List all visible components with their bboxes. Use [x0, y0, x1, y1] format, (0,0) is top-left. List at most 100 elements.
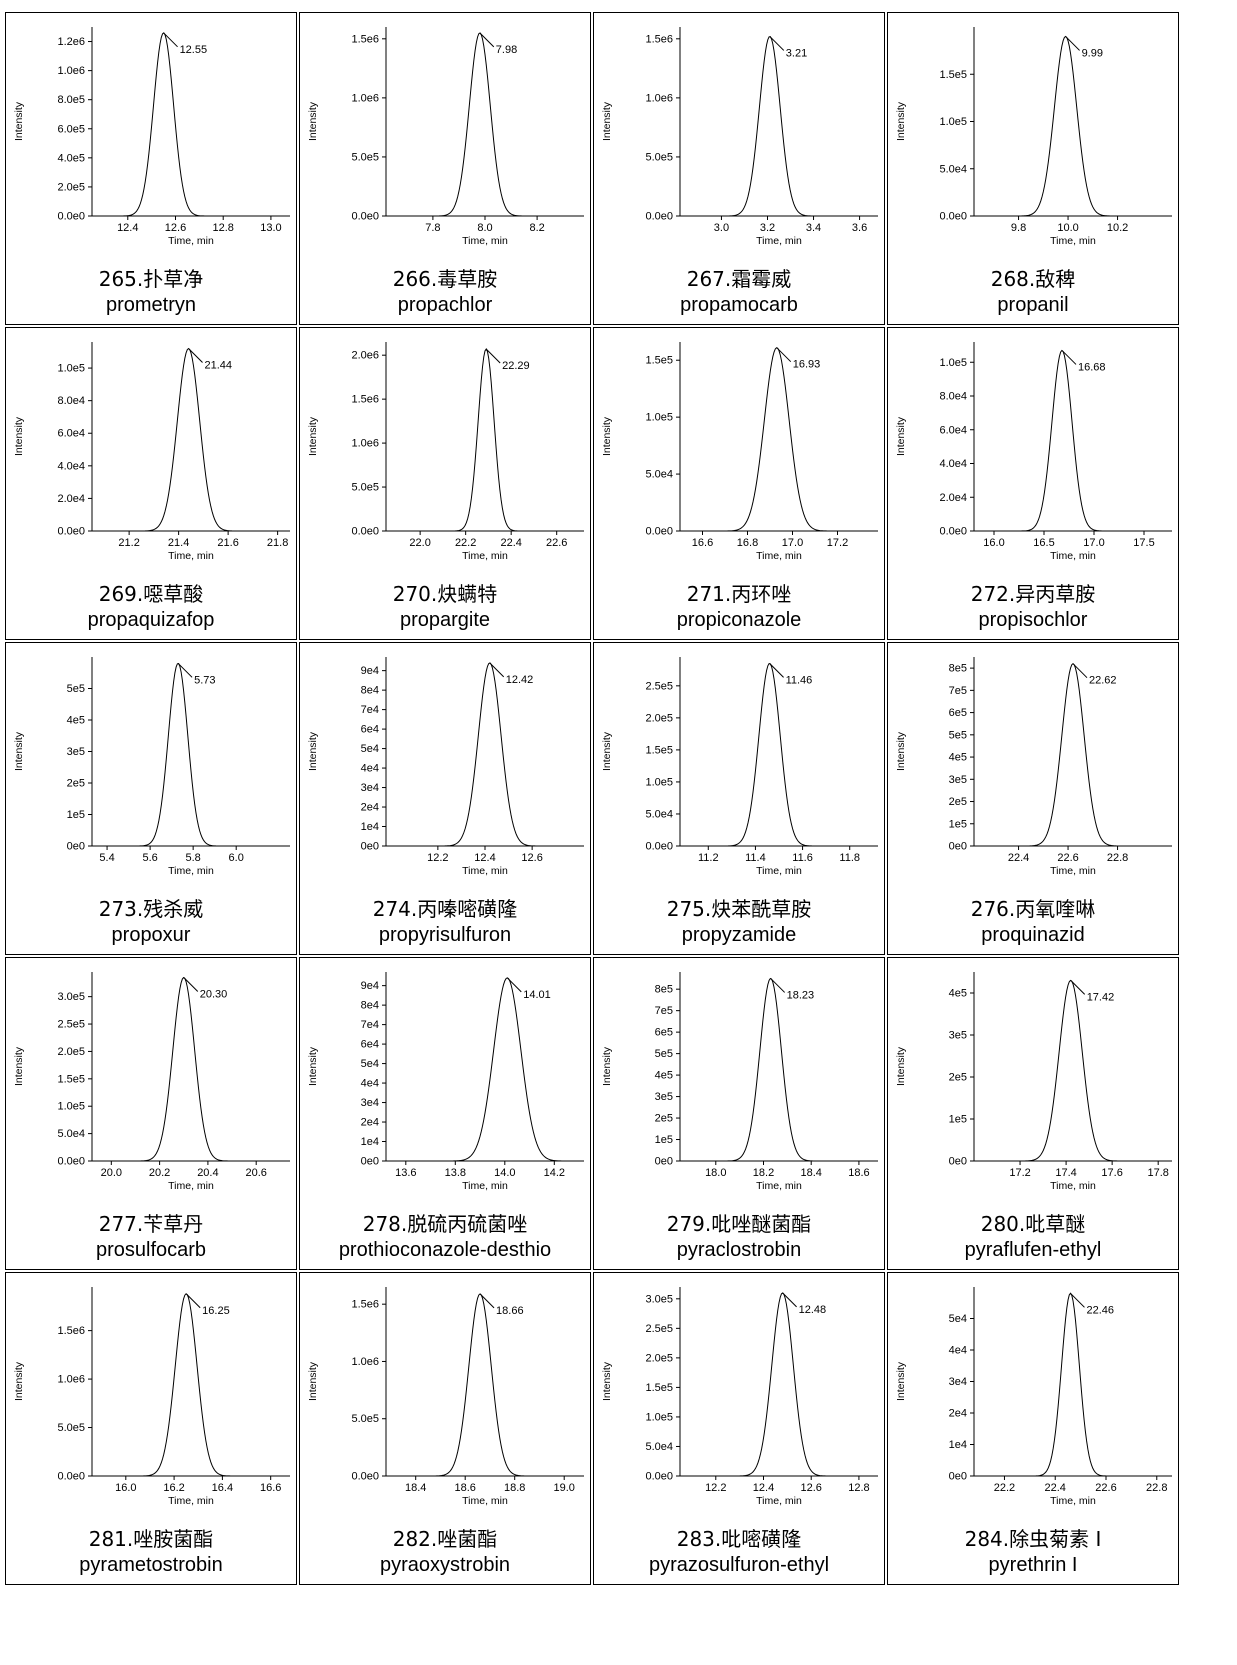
peak-trace — [92, 32, 290, 217]
peak-annotation-line — [770, 978, 786, 993]
y-tick-label: 0.0e0 — [645, 1471, 673, 1483]
chart-panel-274: 0e0 1e4 2e4 3e4 4e4 5e4 6e4 7e4 8e4 9e4 12.2 12.4 12… — [299, 642, 591, 955]
y-tick-label: 2e5 — [655, 1113, 673, 1125]
compound-name-english: pyrazosulfuron-ethyl — [648, 1554, 830, 1576]
x-tick-label: 17.2 — [1009, 1167, 1030, 1179]
x-tick-label: 22.8 — [1146, 1482, 1167, 1494]
y-tick-label: 1e5 — [949, 1114, 967, 1126]
y-tick-label: 3.0e5 — [645, 1293, 673, 1305]
y-axis-label: Intensity — [601, 731, 613, 771]
peak-trace — [680, 663, 878, 847]
y-tick-label: 0.0e0 — [645, 526, 673, 538]
y-tick-label: 1e5 — [949, 818, 967, 830]
chromatogram-plot: 0.0e0 5.0e4 1.0e5 1.5e5 2.0e5 2.5e5 11.2 11.4 11… — [601, 657, 878, 877]
x-tick-label: 3.0 — [714, 222, 729, 234]
chromatogram-plot: 0e0 1e4 2e4 3e4 4e4 5e4 22.2 22.4 22.6 22.8 Time, … — [895, 1287, 1172, 1507]
chromatogram-plot: 0.0e0 5.0e4 1.0e5 1.5e5 9.8 10.0 10.2 Time, min… — [895, 27, 1172, 247]
x-tick-label: 22.0 — [409, 537, 430, 549]
chromatogram-plot: 0.0e0 5.0e5 1.0e6 1.5e6 3.0 3.2 3.4 3.6 Time, mi… — [601, 27, 878, 247]
y-axis-label: Intensity — [13, 731, 25, 771]
peak-annotation-line — [776, 347, 792, 363]
x-tick-label: 22.2 — [455, 537, 476, 549]
y-axis-label: Intensity — [13, 416, 25, 456]
y-axis-label: Intensity — [13, 101, 25, 141]
y-tick-label: 3e5 — [949, 1030, 967, 1042]
x-tick-label: 11.8 — [839, 852, 860, 864]
chromatogram-plot: 0.0e0 5.0e5 1.0e6 1.5e6 18.4 18.6 18.8 19.0 Time… — [307, 1287, 584, 1507]
x-tick-label: 22.4 — [500, 537, 521, 549]
x-tick-label: 17.8 — [1147, 1167, 1168, 1179]
y-tick-label: 8.0e4 — [939, 391, 967, 403]
x-tick-label: 11.6 — [792, 852, 813, 864]
y-tick-label: 1.0e5 — [57, 363, 85, 375]
x-axis-label: Time, min — [168, 1495, 214, 1507]
peak-annotation-line — [769, 36, 785, 51]
y-tick-label: 1.0e5 — [939, 357, 967, 369]
y-tick-label: 0e0 — [361, 1156, 379, 1168]
x-tick-label: 22.6 — [1095, 1482, 1116, 1494]
y-tick-label: 5e5 — [949, 729, 967, 741]
x-tick-label: 13.0 — [260, 222, 281, 234]
y-tick-label: 7e4 — [361, 704, 379, 716]
y-tick-label: 5e4 — [361, 743, 379, 755]
y-axis-label: Intensity — [601, 101, 613, 141]
y-tick-label: 2e4 — [949, 1408, 967, 1420]
peak-trace — [386, 348, 584, 532]
x-axis-label: Time, min — [168, 235, 214, 247]
x-axis-label: Time, min — [462, 1180, 508, 1192]
y-tick-label: 1.0e6 — [57, 65, 85, 77]
chart-panel-281: 0.0e0 5.0e5 1.0e6 1.5e6 16.0 16.2 16.4 16.6 Time… — [5, 1272, 297, 1585]
chromatogram-plot: 0.0e0 5.0e4 1.0e5 1.5e5 2.0e5 2.5e5 3.0e5 12.2 1… — [601, 1287, 878, 1507]
y-tick-label: 5.0e4 — [645, 808, 673, 820]
y-tick-label: 5.0e4 — [645, 1441, 673, 1453]
chart-panel-268: 0.0e0 5.0e4 1.0e5 1.5e5 9.8 10.0 10.2 Time, min… — [887, 12, 1179, 325]
y-tick-label: 4.0e5 — [57, 152, 85, 164]
chart-panel-267: 0.0e0 5.0e5 1.0e6 1.5e6 3.0 3.2 3.4 3.6 Time, mi… — [593, 12, 885, 325]
x-tick-label: 22.8 — [1107, 852, 1128, 864]
x-tick-label: 17.6 — [1101, 1167, 1122, 1179]
y-tick-label: 2.0e5 — [645, 1352, 673, 1364]
x-tick-label: 3.2 — [760, 222, 775, 234]
compound-name-chinese: 265.扑草净 — [98, 267, 204, 291]
compound-name-english: pyraoxystrobin — [379, 1554, 511, 1576]
y-tick-label: 1.0e6 — [57, 1374, 85, 1386]
chart-panel-278: 0e0 1e4 2e4 3e4 4e4 5e4 6e4 7e4 8e4 9e4 13.6 13.8 14… — [299, 957, 591, 1270]
y-tick-label: 2.5e5 — [645, 680, 673, 692]
compound-name-english: pyraflufen-ethyl — [964, 1239, 1102, 1261]
y-tick-label: 5.0e4 — [57, 1128, 85, 1140]
x-axis-label: Time, min — [462, 865, 508, 877]
x-tick-label: 10.2 — [1107, 222, 1128, 234]
x-tick-label: 20.0 — [101, 1167, 122, 1179]
y-tick-label: 2.0e6 — [351, 350, 379, 362]
peak-trace — [680, 36, 878, 217]
peak-rt-label: 3.21 — [786, 47, 807, 59]
y-tick-label: 6e4 — [361, 724, 379, 736]
peak-trace — [680, 1292, 878, 1477]
peak-trace — [974, 662, 1172, 847]
x-tick-label: 12.8 — [212, 222, 233, 234]
y-tick-label: 8.0e4 — [57, 395, 85, 407]
y-tick-label: 2.0e5 — [57, 1046, 85, 1058]
y-axis-label: Intensity — [895, 416, 907, 456]
compound-name-chinese: 274.丙嗪嘧磺隆 — [372, 897, 518, 921]
peak-trace — [680, 977, 878, 1162]
compound-name-english: prosulfocarb — [95, 1239, 207, 1261]
y-tick-label: 1.2e6 — [57, 36, 85, 48]
chart-panel-279: 0e0 1e5 2e5 3e5 4e5 5e5 6e5 7e5 8e5 18.0 18.2 18.4 1… — [593, 957, 885, 1270]
y-tick-label: 2.0e4 — [57, 493, 85, 505]
y-tick-label: 5e5 — [67, 683, 85, 695]
x-tick-label: 16.0 — [983, 537, 1004, 549]
y-tick-label: 3e5 — [67, 746, 85, 758]
peak-rt-label: 12.55 — [180, 44, 208, 56]
y-tick-label: 1.5e6 — [57, 1325, 85, 1337]
x-axis-label: Time, min — [462, 235, 508, 247]
y-tick-label: 5.0e5 — [351, 151, 379, 163]
compound-name-english: pyrametostrobin — [79, 1554, 223, 1576]
y-tick-label: 5.0e5 — [57, 1422, 85, 1434]
x-tick-label: 16.2 — [163, 1482, 184, 1494]
peak-trace — [974, 1292, 1172, 1477]
peak-rt-label: 5.73 — [194, 674, 215, 686]
y-tick-label: 6e4 — [361, 1039, 379, 1051]
compound-name-chinese: 270.炔螨特 — [392, 582, 498, 606]
x-axis-label: Time, min — [1050, 235, 1096, 247]
